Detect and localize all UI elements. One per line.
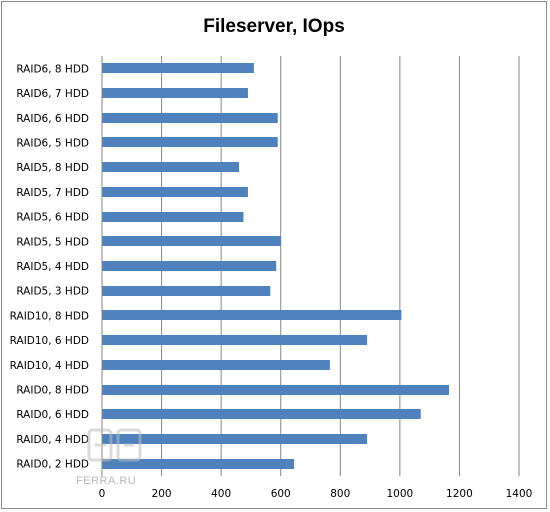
bar: [102, 409, 421, 419]
category-label: RAID0, 2 HDD: [16, 459, 89, 471]
watermark-text: FERRA.RU: [76, 475, 136, 487]
category-label: RAID5, 6 HDD: [16, 212, 89, 224]
x-tick-labels: 0 200 400 600 800 1000 1200 1400: [99, 488, 533, 500]
bar: [102, 162, 240, 172]
x-tick-label: 400: [211, 488, 231, 500]
x-tick-label: 200: [152, 488, 172, 500]
bar: [102, 335, 368, 345]
category-label: RAID10, 6 HDD: [10, 335, 89, 347]
bar: [102, 434, 368, 444]
category-labels: RAID6, 8 HDD RAID6, 7 HDD RAID6, 6 HDD RAID…: [10, 63, 89, 470]
x-tick-label: 0: [99, 488, 106, 500]
category-label: RAID0, 6 HDD: [16, 409, 89, 421]
category-label: RAID10, 4 HDD: [10, 360, 89, 372]
x-tick-label: 1200: [446, 488, 473, 500]
category-label: RAID5, 7 HDD: [16, 187, 89, 199]
chart-title: Fileserver, IOps: [203, 16, 345, 37]
category-label: RAID5, 3 HDD: [16, 286, 89, 298]
category-label: RAID6, 6 HDD: [16, 113, 89, 125]
bar: [102, 286, 271, 296]
bar: [102, 187, 248, 197]
category-label: RAID10, 8 HDD: [10, 310, 89, 322]
bar: [102, 360, 330, 370]
category-label: RAID6, 5 HDD: [16, 137, 89, 149]
category-label: RAID6, 8 HDD: [16, 63, 89, 75]
gridlines: [161, 56, 520, 476]
bar: [102, 385, 450, 395]
ferra-logo: [87, 428, 142, 462]
bar: [102, 236, 281, 246]
category-label: RAID0, 8 HDD: [16, 385, 89, 397]
x-tick-label: 800: [330, 488, 350, 500]
bar: [102, 88, 248, 98]
category-label: RAID6, 7 HDD: [16, 88, 89, 100]
bar: [102, 459, 295, 469]
bars: [102, 63, 450, 469]
category-label: RAID5, 5 HDD: [16, 236, 89, 248]
bar: [102, 310, 402, 320]
x-tick-label: 1000: [386, 488, 413, 500]
category-label: RAID0, 4 HDD: [16, 434, 89, 446]
bar: [102, 113, 278, 123]
bar: [102, 137, 278, 147]
category-label: RAID5, 8 HDD: [16, 162, 89, 174]
bar: [102, 261, 277, 271]
category-label: RAID5, 4 HDD: [16, 261, 89, 273]
x-tick-label: 1400: [506, 488, 533, 500]
x-tick-label: 600: [271, 488, 291, 500]
bar: [102, 212, 244, 222]
bar: [102, 63, 254, 73]
